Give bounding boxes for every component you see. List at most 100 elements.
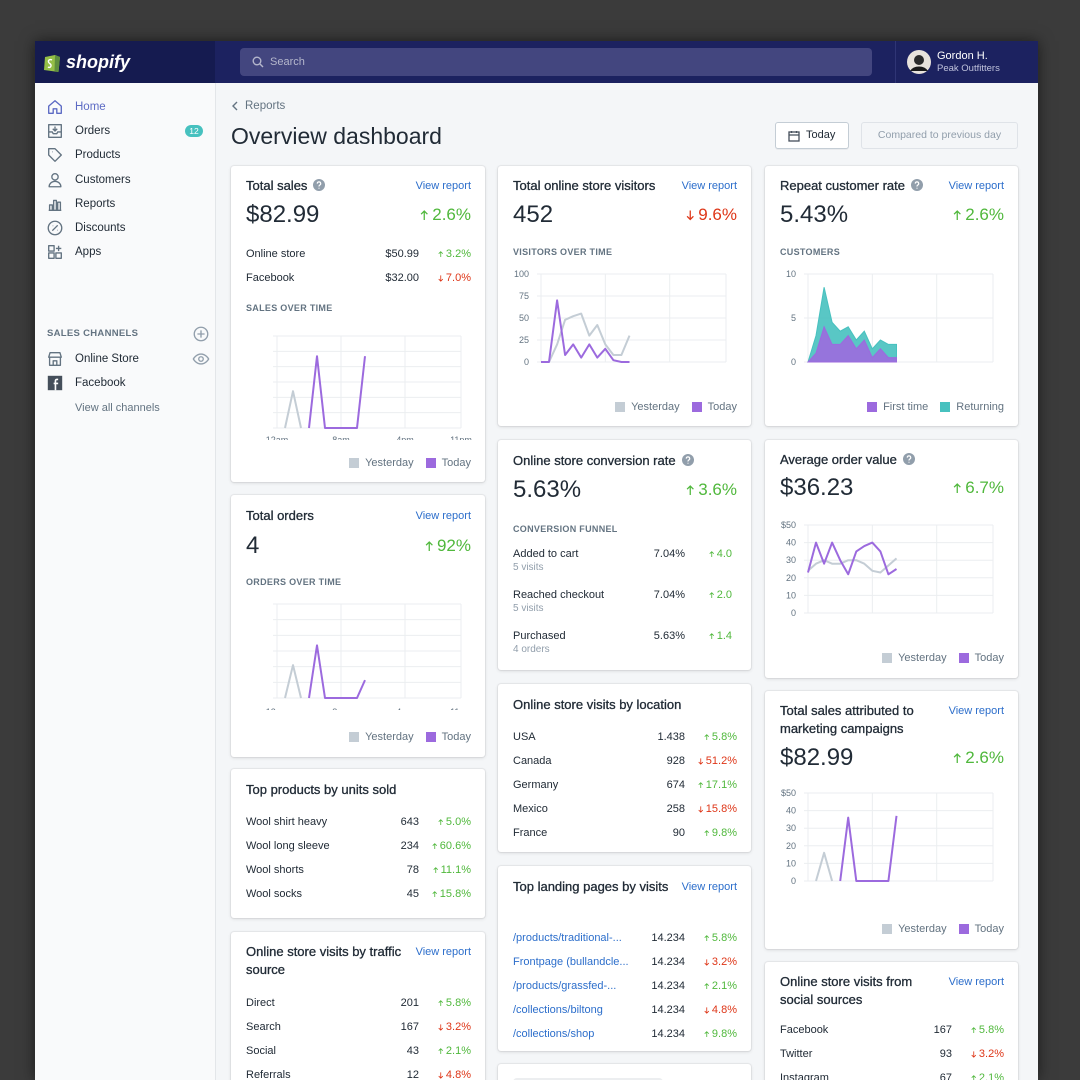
user-menu[interactable]: Gordon H. Peak Outfitters [907,41,1038,83]
search-bar[interactable]: Search [240,48,872,76]
row-value: $32.00 [385,272,419,284]
change-value: 9.6% [698,205,737,224]
card-title: Repeat customer rate [780,177,940,195]
chart: 025507510012am8am4pm11pm [514,269,727,367]
trend-arrow-shape [953,209,961,220]
legend-item: Yesterday [349,731,414,743]
trend-arrow-shape [953,482,961,493]
view-all-channels[interactable]: View all channels [75,402,160,414]
row-link[interactable]: /products/traditional-... [513,932,622,944]
line [308,355,366,429]
trend-arrow [698,781,703,789]
legend: Yesterday Today [882,650,1004,666]
nav-badge: 12 [185,125,203,138]
view-report-link[interactable]: View report [948,180,1004,192]
metric-value: 5.63% [513,476,582,503]
view-report-link[interactable]: View report [948,976,1004,988]
view-report-link[interactable]: View report [681,180,737,192]
trend-arrow [438,274,444,282]
trend-arrow [438,1071,444,1079]
channel-item[interactable]: Online Store [35,347,215,371]
card-title-text: Top landing pages by visits [513,879,669,894]
change-value: 92% [436,536,471,555]
channel-label: Facebook [75,377,126,389]
add-channel-icon[interactable] [192,325,210,343]
card: Total online store visitors View report 45… [498,166,751,426]
nav-icon-shape [48,124,62,139]
change-value: 2.6% [965,748,1004,767]
card: Online store visits by location USA 1.438 5… [498,684,751,852]
y-tick-label: 0 [791,876,796,886]
y-tick-label: 10 [786,590,796,600]
view-report-link[interactable]: View report [681,881,737,893]
card-title-text: Total orders [246,508,314,523]
date-button[interactable]: Today [775,122,849,149]
nav-icon [48,172,62,188]
row-link[interactable]: /collections/biltong [513,1004,603,1016]
channel-item[interactable]: Facebook [35,371,215,395]
metric-value: 452 [513,201,554,228]
compare-button[interactable]: Compared to previous day [861,122,1018,149]
change: 3.2% [438,1019,471,1035]
legend-item: Today [425,457,471,469]
row-link[interactable]: /collections/shop [513,1028,595,1040]
change: 5.8% [438,995,471,1011]
trend-arrow-shape [433,866,438,874]
card-title: Total sales attributed to marketing camp… [780,702,940,738]
legend-item: Yesterday [615,401,680,413]
nav-item[interactable]: Customers [35,168,215,192]
row-value: 14.234 [651,956,685,968]
section-title: SALES CHANNELS [47,328,139,339]
trend-arrow [438,1023,444,1031]
change: 2.6% [953,746,1004,770]
row-label: France [513,827,548,839]
metric-value: 5.43% [780,201,849,228]
card-title: Total orders [246,507,406,525]
trend-arrow-shape [704,1006,710,1014]
row-link[interactable]: /products/grassfed-... [513,980,617,992]
change-value: 2.6% [432,205,471,224]
nav-label: Orders [75,125,111,138]
change-value: 3.2% [445,248,471,260]
change: 9.8% [704,1026,737,1042]
trend-arrow [709,632,714,640]
legend-item: Yesterday [349,457,414,469]
row-link[interactable]: Frontpage (bullandcle... [513,956,629,968]
row-value: 67 [939,1072,952,1080]
nav-item[interactable]: Products [35,143,215,167]
row-value: 93 [939,1048,952,1060]
top-bar-divider [895,41,896,83]
change-value: 6.7% [965,478,1004,497]
nav-label: Customers [75,173,131,186]
view-report-link[interactable]: View report [415,510,471,522]
view-report-link[interactable]: View report [415,180,471,192]
legend-swatch [882,653,893,663]
trend-arrow-shape [425,540,433,551]
change: 17.1% [698,777,737,793]
legend-swatch [349,732,360,742]
nav-item[interactable]: Home [35,95,215,119]
nav-item[interactable]: Discounts [35,216,215,240]
nav-label: Reports [75,197,116,210]
trend-arrow [438,818,444,826]
breadcrumb[interactable]: Reports [245,100,286,112]
legend: Yesterday Today [882,921,1004,937]
view-report-link[interactable]: View report [415,946,471,958]
view-report-link[interactable]: View report [948,705,1004,717]
search-placeholder: Search [270,56,305,68]
change-value: 1.4 [716,630,732,642]
change: 9.6% [686,203,737,227]
nav-item[interactable]: Orders 12 [35,119,215,143]
nav-item[interactable]: Apps [35,240,215,264]
trend-arrow [438,250,444,258]
nav-icon-shape [48,199,62,211]
card-title-text: Online store visits by traffic source [246,944,402,977]
nav-item[interactable]: Reports [35,192,215,216]
nav-icon [48,124,62,139]
line [815,851,834,882]
change-value: 3.2% [978,1048,1004,1060]
trend-arrow [953,482,961,493]
search-icon [252,56,264,68]
card-title-text: Total sales attributed to marketing camp… [780,703,914,736]
change-value: 17.1% [705,779,737,791]
